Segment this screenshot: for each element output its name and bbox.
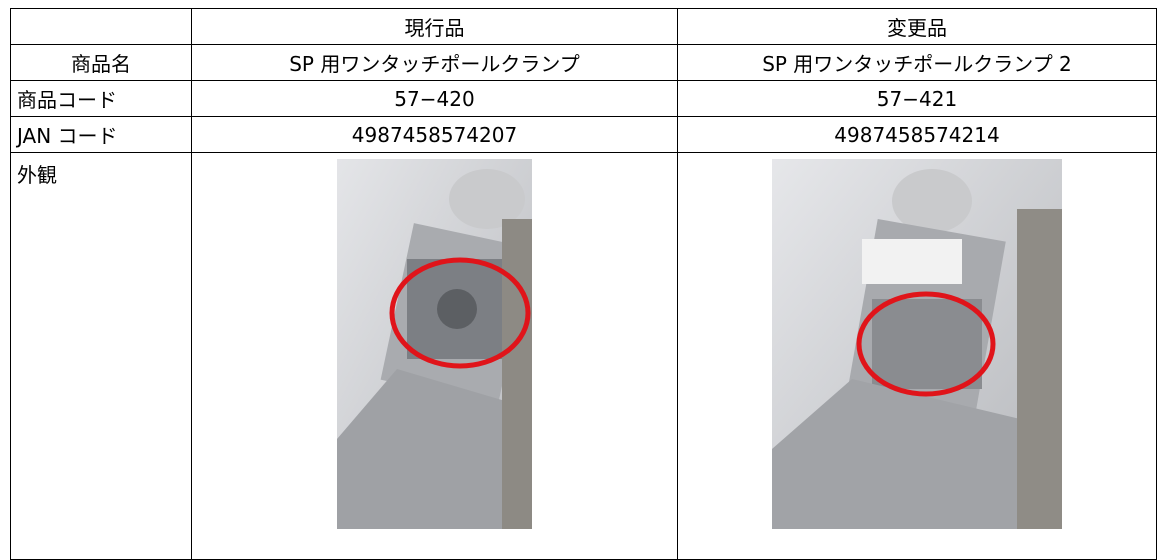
cell: 4987458574214 [677, 116, 1157, 153]
row: 商品コード 57−420 57−421 [10, 80, 1157, 117]
column-header: 変更品 [677, 8, 1157, 45]
row-label: 外観 [10, 152, 192, 560]
comparison-table: 現行品 変更品 商品名 SP 用ワンタッチポールクランプ SP 用ワンタッチポー… [10, 8, 1157, 560]
image-cell [191, 152, 678, 560]
cell: 4987458574207 [191, 116, 678, 153]
row-label: 商品名 [10, 44, 192, 81]
column-header: 現行品 [191, 8, 678, 45]
cell: 57−420 [191, 80, 678, 117]
row-label: JAN コード [10, 116, 192, 153]
product-photo [772, 159, 1062, 529]
header-row: 現行品 変更品 [10, 8, 1157, 45]
row: 商品名 SP 用ワンタッチポールクランプ SP 用ワンタッチポールクランプ 2 [10, 44, 1157, 81]
row: JAN コード 4987458574207 4987458574214 [10, 116, 1157, 153]
row-label: 商品コード [10, 80, 192, 117]
image-cell [677, 152, 1157, 560]
product-photo [337, 159, 532, 529]
cell: SP 用ワンタッチポールクランプ 2 [677, 44, 1157, 81]
appearance-row: 外観 [10, 152, 1157, 560]
cell: SP 用ワンタッチポールクランプ [191, 44, 678, 81]
cell: 57−421 [677, 80, 1157, 117]
corner-cell [10, 8, 192, 45]
